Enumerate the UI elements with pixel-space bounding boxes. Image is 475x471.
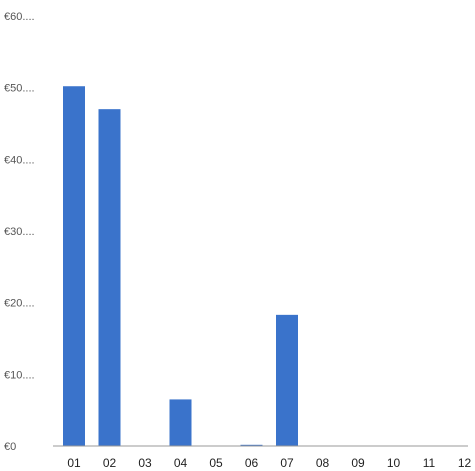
x-tick-label-03: 03: [138, 456, 152, 470]
bar-07: [276, 314, 298, 446]
x-tick-label-06: 06: [245, 456, 259, 470]
x-tick-label-08: 08: [316, 456, 330, 470]
x-tick-label-04: 04: [174, 456, 188, 470]
bar-02: [98, 109, 121, 447]
y-tick-label: €20....: [4, 298, 35, 310]
x-tick-label-02: 02: [103, 456, 117, 470]
x-tick-label-11: 11: [423, 456, 436, 470]
x-tick-label-01: 01: [67, 456, 81, 470]
y-tick-label: €30....: [4, 226, 35, 238]
y-tick-label: €0: [4, 441, 16, 453]
y-tick-label: €10....: [4, 369, 35, 381]
x-tick-label-07: 07: [280, 456, 294, 470]
bar-04: [169, 399, 192, 446]
x-tick-label-12: 12: [458, 456, 472, 470]
y-tick-label: €40....: [4, 154, 35, 166]
x-tick-label-10: 10: [387, 456, 401, 470]
bar-series: [63, 86, 298, 447]
y-tick-label: €50....: [4, 83, 35, 95]
x-tick-label-05: 05: [209, 456, 223, 470]
y-axis: €0 €10.... €20.... €30.... €40.... €50.... €60…: [4, 11, 58, 453]
bar-01: [63, 86, 85, 446]
x-axis: 01 02 03 04 05 06 07 08 09 10 11 12: [67, 456, 471, 470]
x-tick-label-09: 09: [351, 456, 365, 470]
bar-06: [240, 444, 263, 446]
y-tick-label: €60....: [4, 11, 35, 23]
